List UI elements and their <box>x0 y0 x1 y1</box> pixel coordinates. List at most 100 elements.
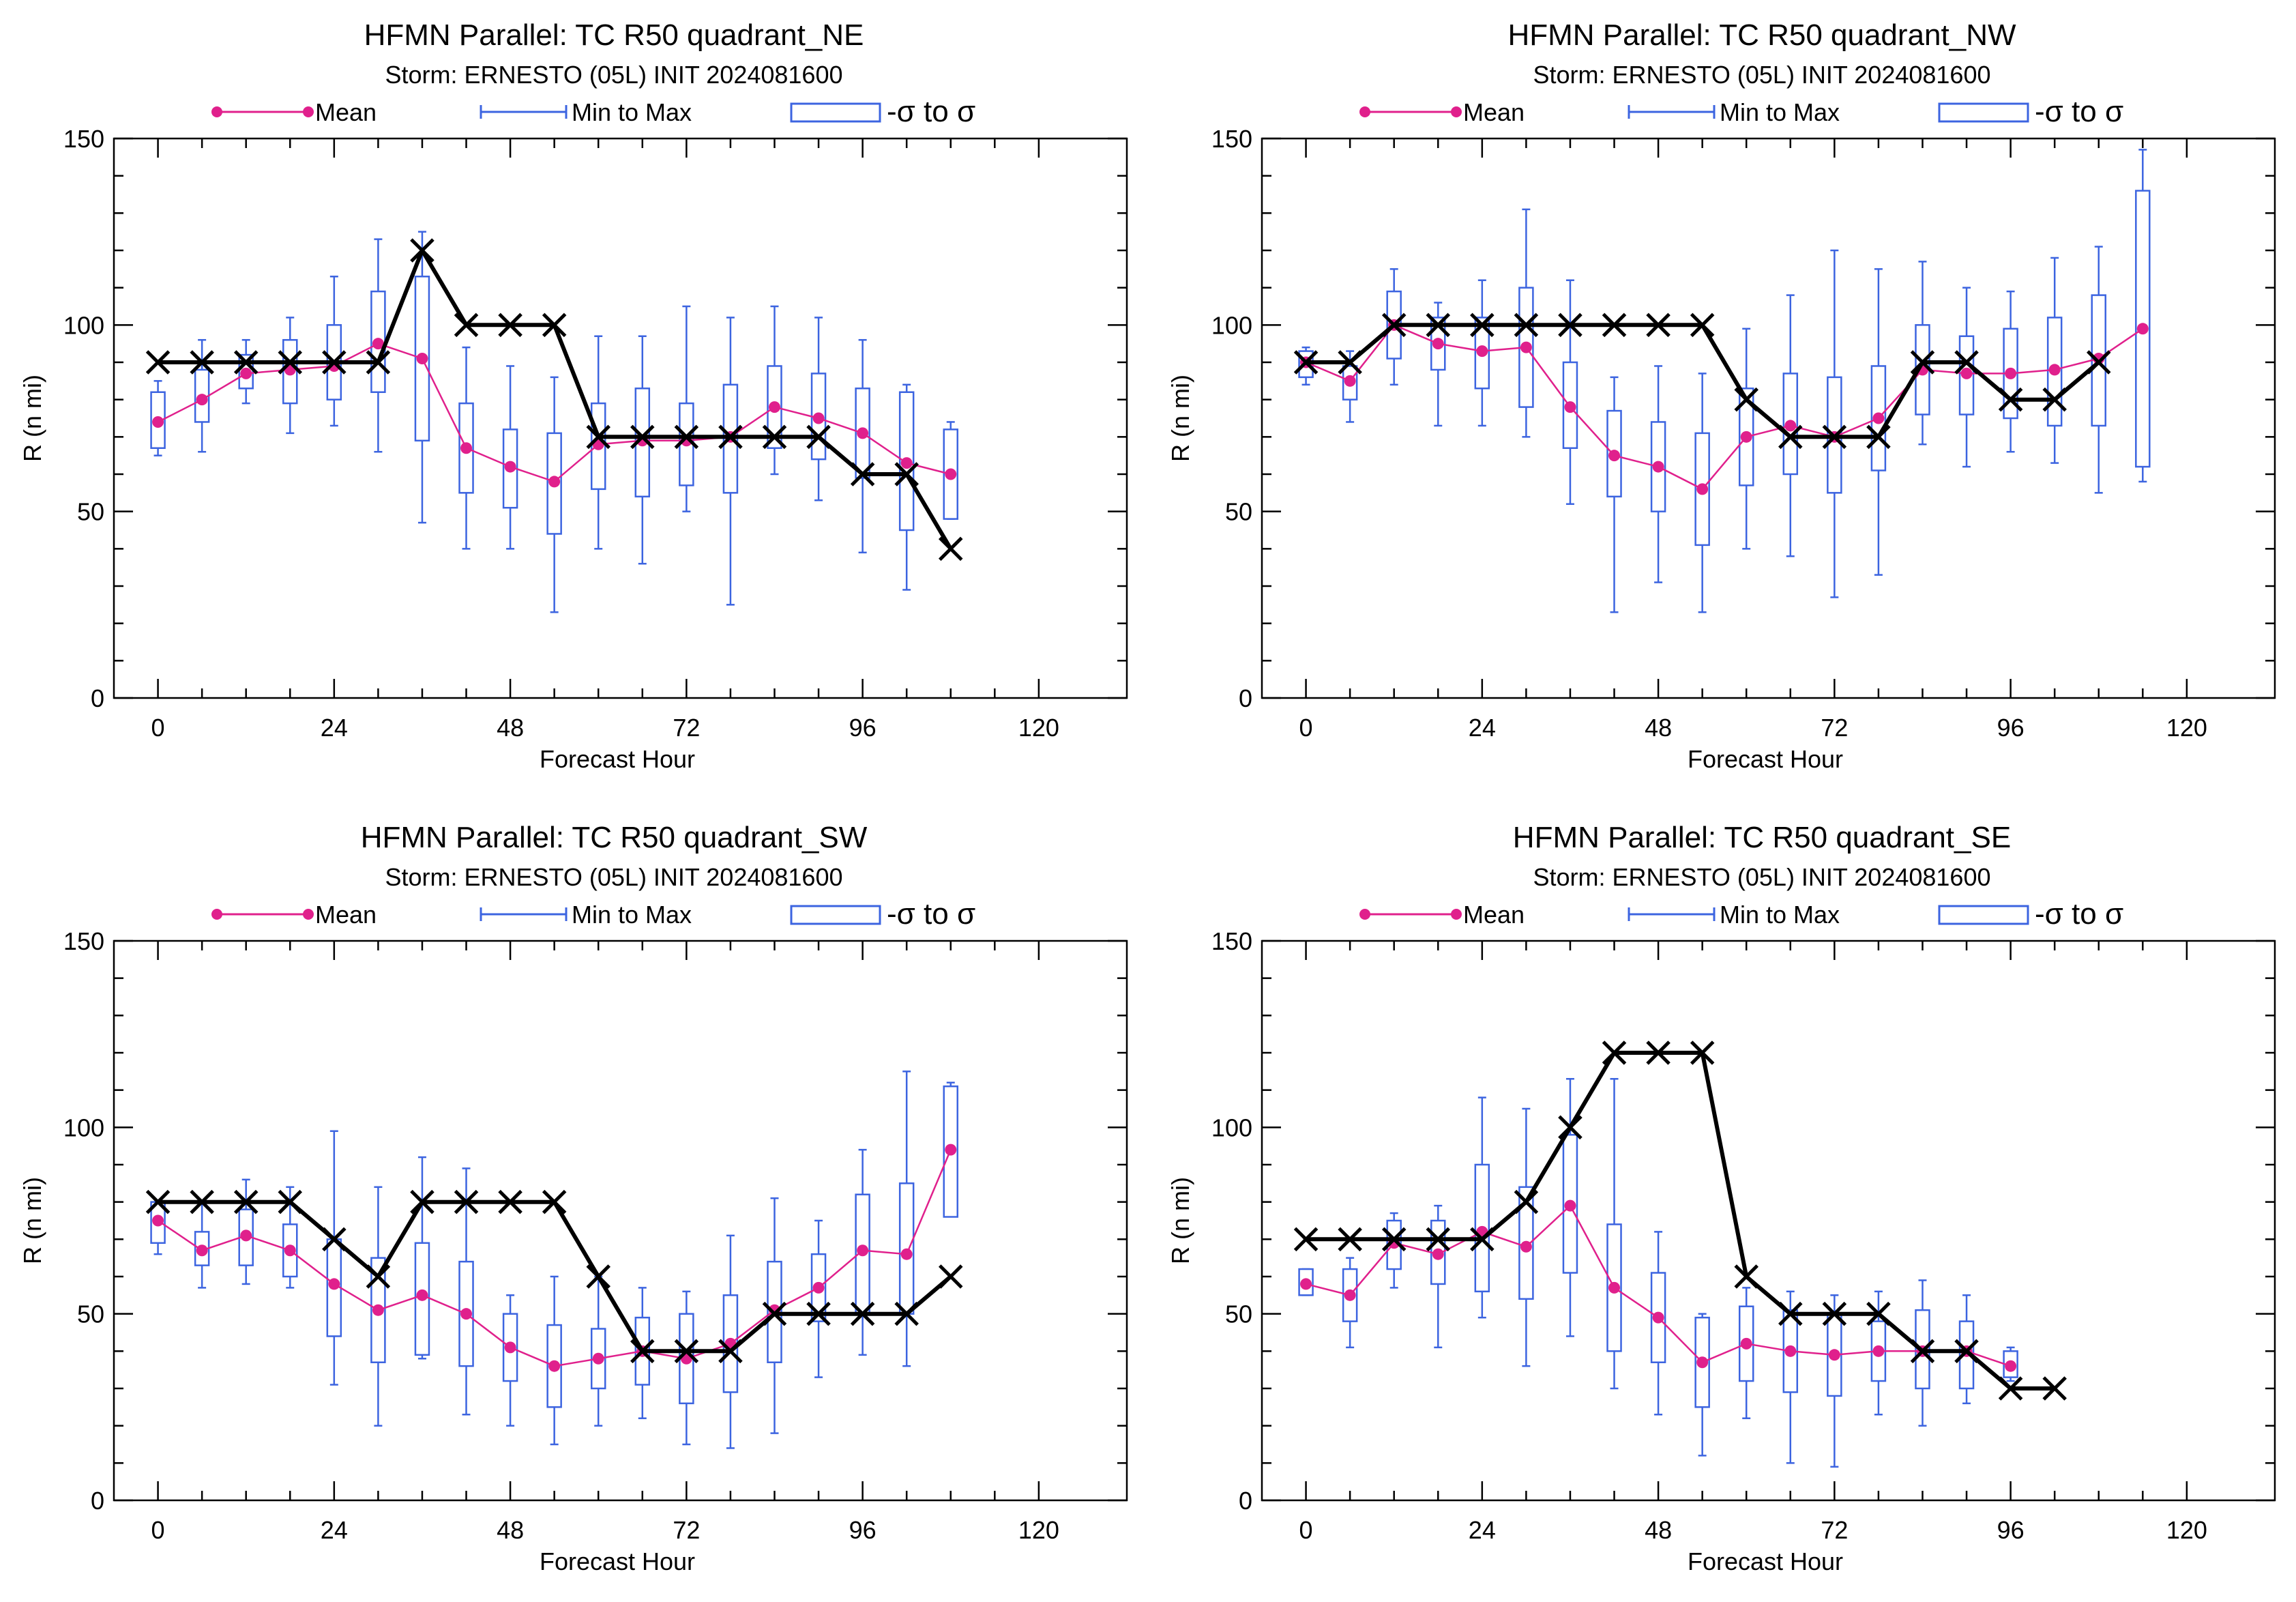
legend-mean-label: Mean <box>315 901 377 929</box>
x-tick-label: 96 <box>1997 1516 2025 1544</box>
mean-marker <box>196 394 208 406</box>
legend-mean-marker <box>1451 909 1462 920</box>
mean-marker <box>1784 1345 1797 1357</box>
mean-marker <box>1300 1278 1312 1290</box>
legend-minmax-label: Min to Max <box>572 98 692 126</box>
best-track-marker <box>938 1264 963 1289</box>
best-track-marker <box>1998 387 2023 412</box>
x-tick-label: 96 <box>849 714 877 742</box>
mean-marker <box>1608 1281 1621 1294</box>
best-track-marker <box>1646 312 1671 338</box>
chart-panel-0: HFMN Parallel: TC R50 quadrant_NE Storm: … <box>18 18 1128 773</box>
best-track-marker <box>1514 312 1539 338</box>
legend-mean-marker <box>211 909 222 920</box>
best-track-marker <box>1558 312 1583 338</box>
best-track-marker <box>366 350 391 375</box>
mean-marker <box>1652 1311 1664 1324</box>
legend-mean-label: Mean <box>1463 98 1525 126</box>
y-axis-label: R (n mi) <box>1166 375 1194 462</box>
mean-marker <box>1564 1199 1576 1212</box>
best-track-marker <box>1470 312 1495 338</box>
legend-mean-marker <box>303 909 314 920</box>
best-track-marker <box>894 462 919 486</box>
best-track-marker <box>1954 350 1979 375</box>
plot-area <box>1261 940 2276 1502</box>
legend-mean-marker <box>303 106 314 117</box>
mean-marker <box>592 1352 604 1365</box>
x-tick-label: 72 <box>673 714 700 742</box>
y-tick-label: 0 <box>1239 1487 1252 1515</box>
mean-marker <box>1872 1345 1885 1357</box>
mean-marker <box>1652 461 1664 473</box>
best-track-marker <box>278 350 303 375</box>
best-track-marker <box>1910 350 1935 375</box>
x-tick-label: 0 <box>151 714 165 742</box>
x-axis-label: Forecast Hour <box>540 745 695 773</box>
legend-sigma-box <box>790 905 881 925</box>
best-track-marker <box>718 424 743 450</box>
legend: Mean Min to Max -σ to σ <box>1359 897 2123 931</box>
best-track-marker <box>762 1301 787 1326</box>
mean-marker <box>857 1244 869 1257</box>
mean-marker <box>812 412 825 424</box>
best-track-marker <box>454 1189 479 1214</box>
y-tick-label: 100 <box>63 1113 104 1141</box>
chart-title: HFMN Parallel: TC R50 quadrant_NE <box>364 18 864 52</box>
chart-subtitle: Storm: ERNESTO (05L) INIT 2024081600 <box>385 61 843 89</box>
best-track-marker <box>674 1339 699 1364</box>
x-tick-label: 96 <box>1997 714 2025 742</box>
best-track-marker <box>190 350 214 375</box>
legend-mean-marker <box>1451 106 1462 117</box>
legend-sigma-label: -σ to σ <box>2035 95 2123 128</box>
x-tick-label: 0 <box>1299 714 1313 742</box>
mean-marker <box>504 1341 516 1354</box>
best-track-marker <box>322 350 347 375</box>
mean-marker <box>900 1248 913 1260</box>
y-tick-label: 0 <box>91 1487 104 1515</box>
best-track-marker <box>1426 1227 1451 1252</box>
y-tick-label: 50 <box>1225 1300 1252 1328</box>
best-track-marker <box>322 1227 347 1252</box>
mean-marker <box>240 367 252 379</box>
x-tick-label: 24 <box>1469 714 1496 742</box>
legend-minmax-label: Min to Max <box>572 901 692 929</box>
best-track-marker <box>1514 1189 1539 1214</box>
legend-sigma-box <box>1938 102 2029 123</box>
best-track-marker <box>1734 1264 1758 1289</box>
best-track-marker <box>1381 312 1407 338</box>
y-tick-label: 0 <box>91 684 104 712</box>
mean-marker <box>152 1214 164 1227</box>
x-tick-label: 24 <box>321 1516 348 1544</box>
best-track-marker <box>1778 1301 1803 1326</box>
mean-marker <box>372 1304 384 1316</box>
chart-subtitle: Storm: ERNESTO (05L) INIT 2024081600 <box>1533 863 1991 891</box>
mean-marker <box>416 353 428 365</box>
x-tick-label: 48 <box>1645 1516 1672 1544</box>
chart-title: HFMN Parallel: TC R50 quadrant_SE <box>1513 821 2011 854</box>
mean-marker <box>284 1244 296 1257</box>
y-tick-label: 50 <box>1225 498 1252 526</box>
best-track-marker <box>806 1301 831 1326</box>
mean-marker <box>945 468 957 480</box>
mean-marker <box>1476 345 1488 358</box>
legend-mean-marker <box>1359 909 1370 920</box>
legend-sigma-box <box>790 102 881 123</box>
mean-marker <box>460 442 473 454</box>
legend-mean-label: Mean <box>1463 901 1525 929</box>
mean-marker <box>945 1144 957 1156</box>
mean-marker <box>152 416 164 428</box>
legend: Mean Min to Max -σ to σ <box>211 897 975 931</box>
x-tick-label: 72 <box>1821 714 1848 742</box>
best-track-marker <box>190 1189 214 1214</box>
best-track-marker <box>1381 1227 1407 1252</box>
legend-sigma-label: -σ to σ <box>887 897 975 931</box>
best-track-marker <box>1866 424 1891 450</box>
best-track-marker <box>1426 312 1451 338</box>
x-tick-label: 120 <box>1018 1516 1059 1544</box>
y-axis-label: R (n mi) <box>18 1177 46 1264</box>
plot-area <box>1261 137 2276 699</box>
mean-marker <box>1784 420 1797 432</box>
y-tick-label: 100 <box>63 311 104 339</box>
best-track-marker <box>2042 1376 2067 1401</box>
best-track-marker <box>1910 1339 1935 1364</box>
